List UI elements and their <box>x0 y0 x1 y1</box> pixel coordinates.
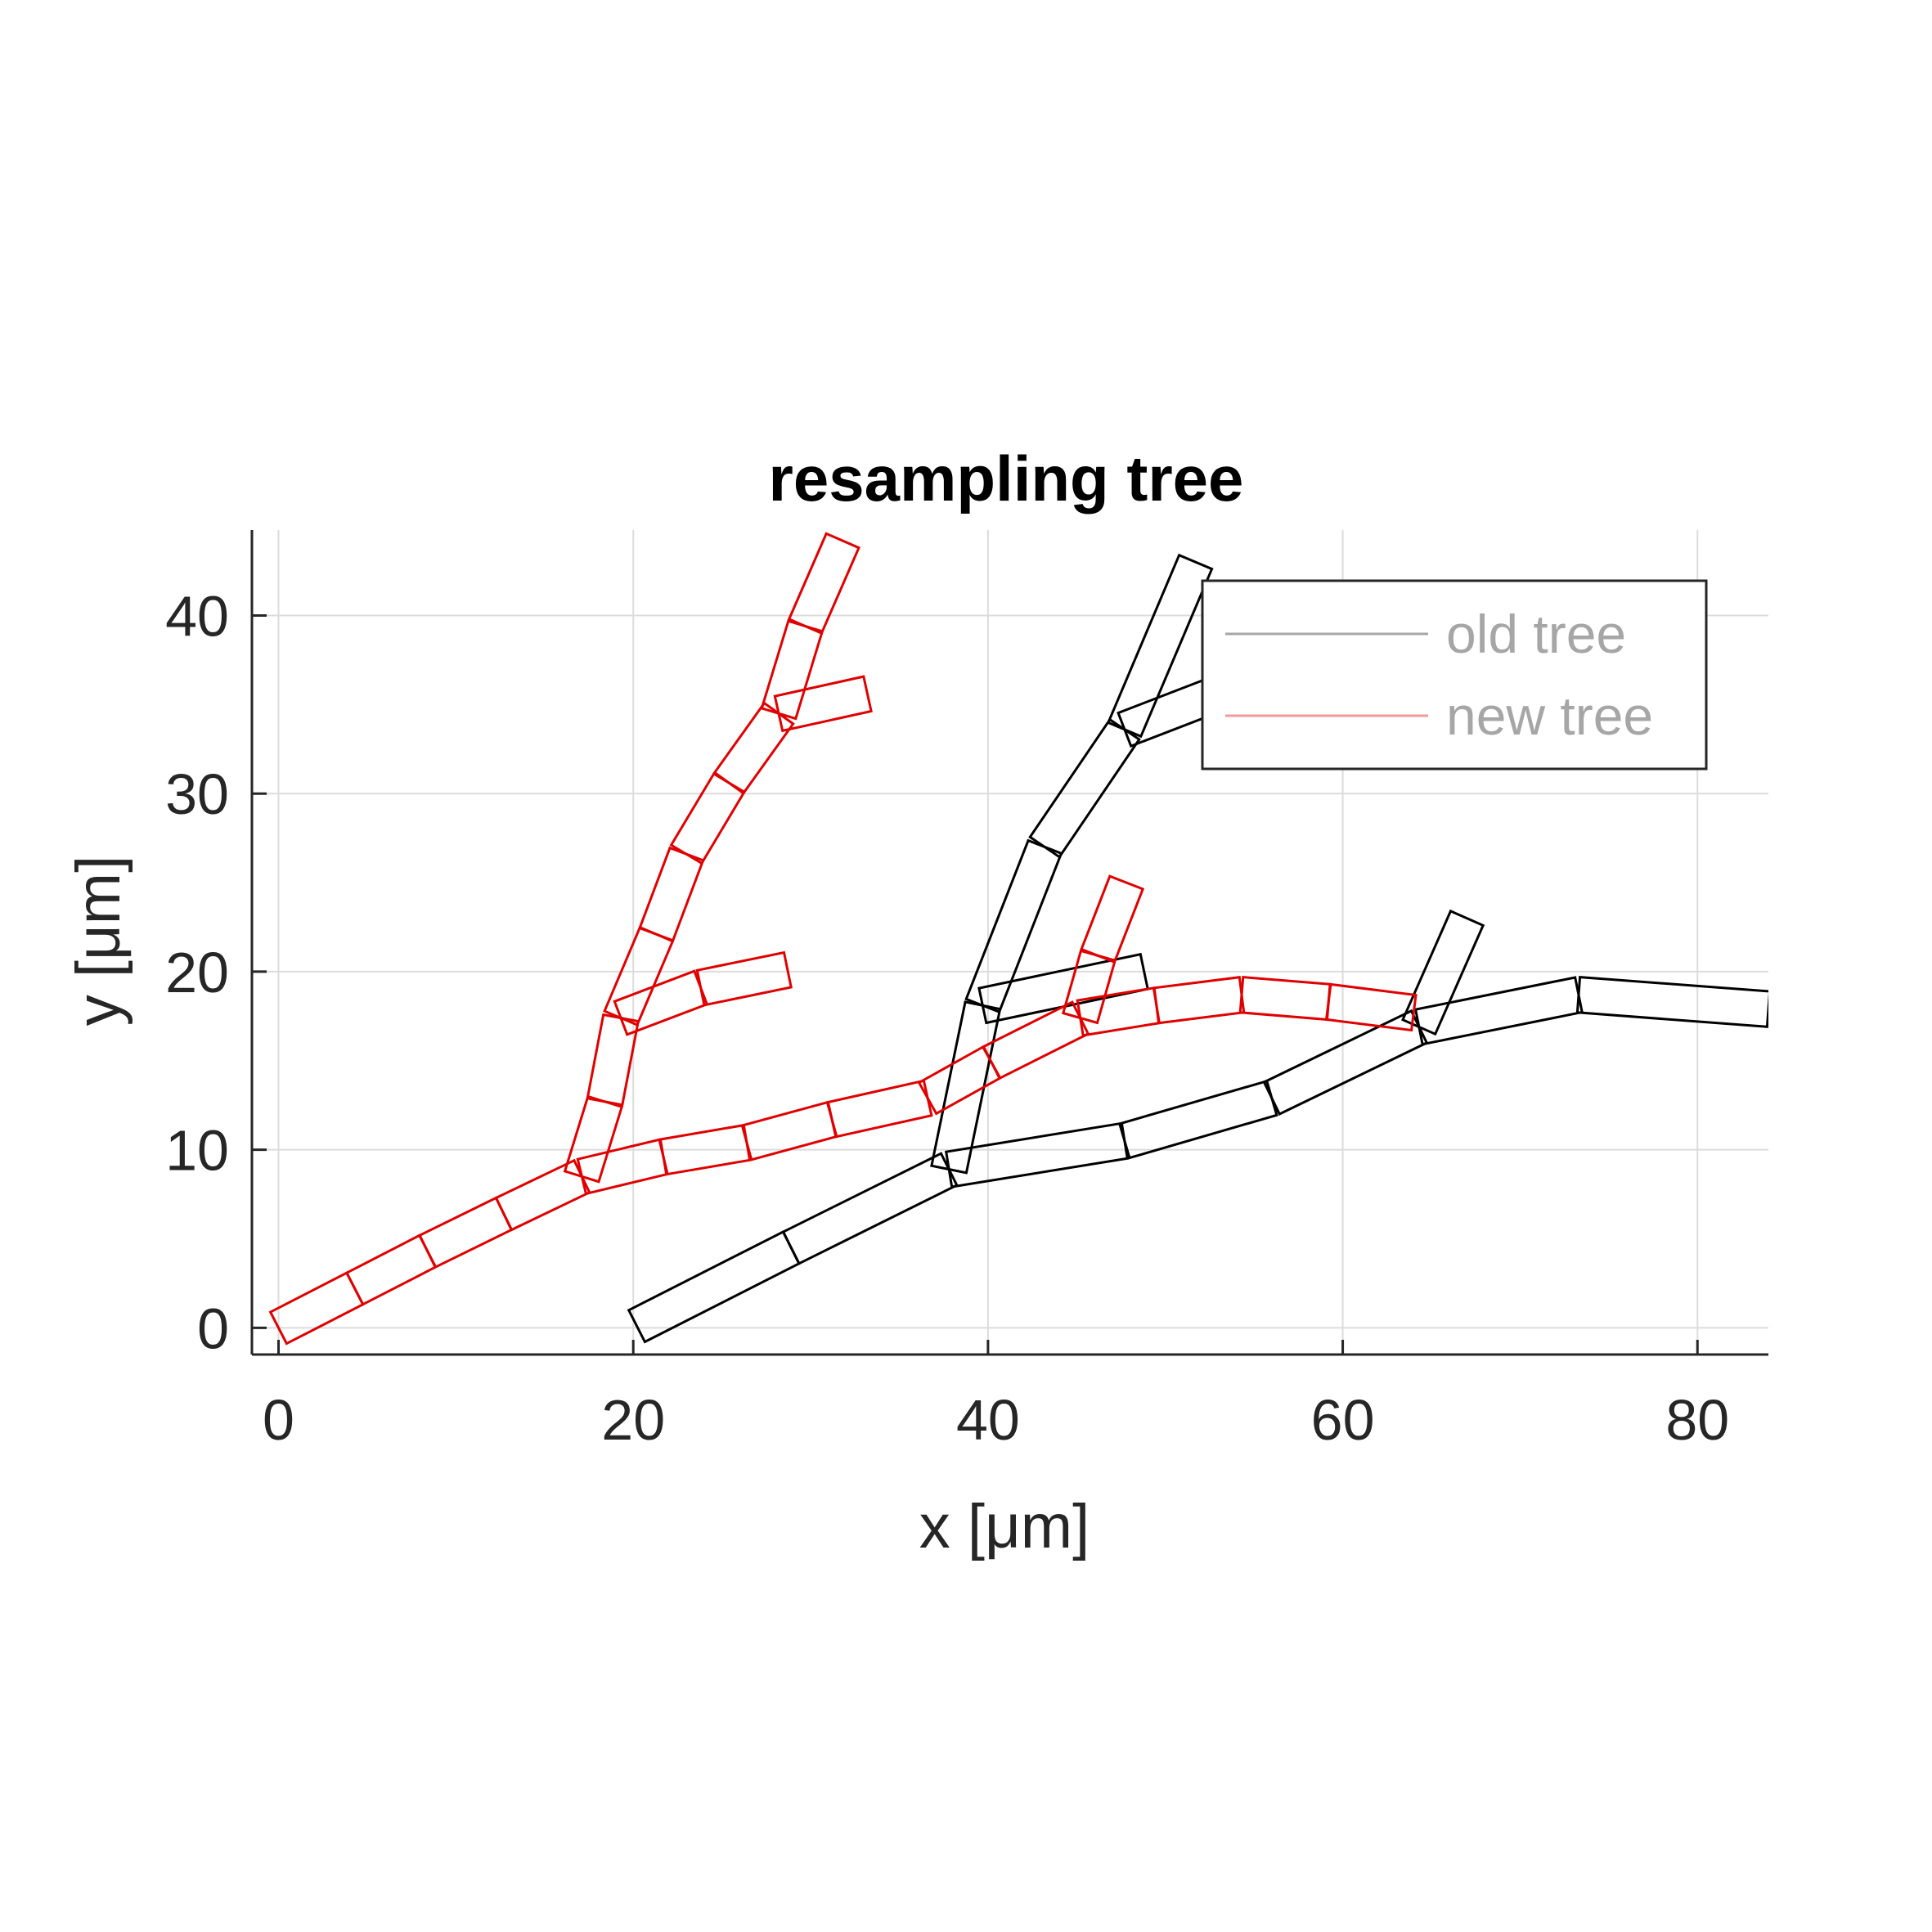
x-tick-label-40: 40 <box>956 1388 1020 1452</box>
x-tick-label-80: 80 <box>1665 1388 1729 1452</box>
series-new-tree <box>268 532 1418 1346</box>
segment-new-tree-15 <box>586 1013 640 1107</box>
legend-label-new-tree: new tree <box>1446 685 1653 746</box>
y-tick-label-0: 0 <box>197 1296 229 1360</box>
tick-labels: 0 20 40 60 80 0 10 20 30 40 <box>165 585 1729 1452</box>
segment-old-tree-11 <box>1106 553 1214 739</box>
segment-new-tree-23 <box>613 969 709 1036</box>
segment-new-tree-18 <box>669 771 746 865</box>
segment-old-tree-12 <box>977 952 1149 1025</box>
y-axis-label: y [μm] <box>64 856 133 1026</box>
x-tick-label-20: 20 <box>601 1388 665 1452</box>
segment-old-tree-5 <box>1413 976 1584 1046</box>
segment-old-tree-4 <box>1262 1009 1429 1117</box>
segment-old-tree-8 <box>964 838 1063 1014</box>
segment-old-tree-13 <box>1401 909 1485 1036</box>
y-tick-label-10: 10 <box>165 1119 229 1183</box>
segment-new-tree-20 <box>760 619 824 721</box>
segment-new-tree-13 <box>1324 982 1418 1032</box>
segment-new-tree-9 <box>982 1000 1090 1081</box>
y-tick-label-40: 40 <box>165 585 229 649</box>
segment-new-tree-25 <box>1061 949 1117 1025</box>
segment-old-tree-1 <box>781 1152 959 1265</box>
chart-title: resampling tree <box>769 443 1244 514</box>
y-tick-label-20: 20 <box>165 941 229 1004</box>
legend-label-old-tree: old tree <box>1446 604 1626 664</box>
segment-new-tree-3 <box>494 1158 591 1232</box>
segment-old-tree-7 <box>930 1000 1002 1175</box>
segment-new-tree-26 <box>1080 874 1145 964</box>
plot-area <box>268 532 1768 1346</box>
x-axis-label: x [μm] <box>919 1492 1090 1561</box>
segment-new-tree-17 <box>638 846 705 942</box>
y-tick-label-30: 30 <box>165 762 229 826</box>
segment-new-tree-22 <box>773 675 873 733</box>
segment-new-tree-21 <box>787 532 860 636</box>
series-layer <box>268 532 1768 1346</box>
segment-old-tree-6 <box>1575 975 1768 1028</box>
series-old-tree <box>627 553 1768 1344</box>
axes <box>250 530 1768 1356</box>
segment-new-tree-11 <box>1152 976 1246 1025</box>
legend: old tree new tree <box>1201 579 1708 771</box>
x-tick-label-0: 0 <box>263 1388 294 1452</box>
x-tick-label-60: 60 <box>1311 1388 1375 1452</box>
segment-new-tree-24 <box>695 950 793 1007</box>
legend-box <box>1201 579 1708 771</box>
